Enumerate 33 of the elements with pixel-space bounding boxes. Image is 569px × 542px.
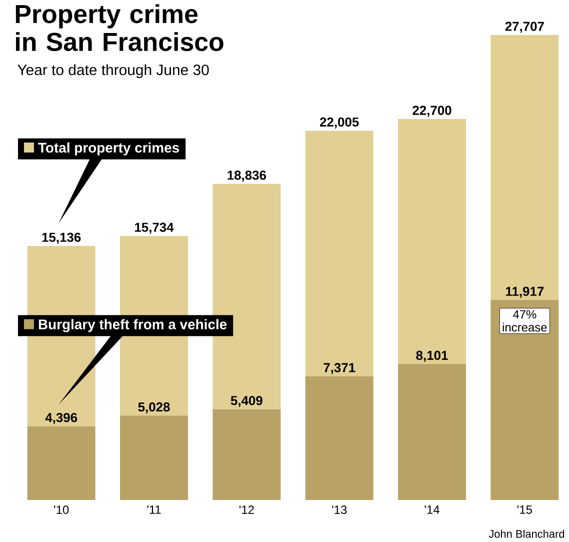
total-label: 15,734 [135,222,174,234]
bar [398,364,466,500]
bar [212,409,281,500]
legend-label: Total property crimes [38,142,179,156]
bar [120,416,188,500]
x-tick-label: '12 [239,506,254,514]
total-label: 18,836 [228,170,266,182]
bar [305,130,374,376]
data-label: 5,409 [230,396,262,408]
text: John Blanchard [488,530,564,538]
x-tick-label: '14 [424,506,440,514]
data-label: 5,028 [138,402,170,414]
x-tick-label: '13 [332,506,347,514]
total-label: 22,700 [412,106,452,117]
bar [305,376,374,500]
data-label: 7,371 [324,363,356,374]
x-tick-label: '11 [147,506,161,514]
x-tick-label: '15 [517,506,532,514]
chart-title: Property crime in San Francisco [16,4,224,52]
data-label: 8,101 [416,350,448,362]
total-label: 22,005 [320,117,359,128]
x-tick-label: '10 [54,506,69,514]
data-label: 11,917 [506,286,544,298]
annotation: 47% increase [502,310,547,332]
total-label: 15,136 [42,232,81,244]
data-label: 4,396 [45,412,78,424]
text: Year to date through June 30 [18,64,209,78]
bar [490,34,559,300]
bar [27,426,96,500]
total-label: 27,707 [505,22,544,33]
bar [490,300,559,500]
bar [398,119,466,364]
legend-label: Burglary theft from a vehicle [38,319,227,332]
